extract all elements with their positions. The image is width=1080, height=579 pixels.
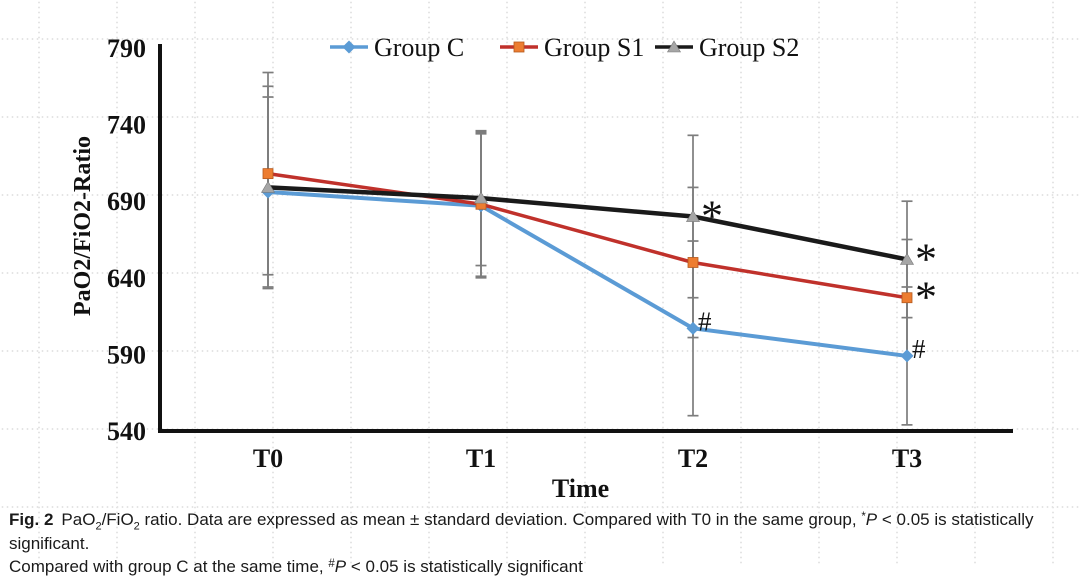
legend-label: Group S2 — [699, 33, 799, 62]
significance-star-symbol: * — [861, 511, 866, 523]
p-value-symbol: P — [865, 510, 878, 529]
y-tick-label: 640 — [107, 264, 146, 293]
y-tick-label: 690 — [107, 187, 146, 216]
significance-hash-symbol: # — [328, 558, 335, 570]
data-point-marker — [900, 349, 914, 363]
y-tick-label: 540 — [107, 417, 146, 446]
caption-line-1: Fig. 2 PaO2/FiO2 ratio. Data are expresse… — [9, 508, 1075, 555]
caption-text: /FiO — [101, 510, 134, 529]
y-tick-label: 590 — [107, 340, 146, 369]
legend-label: Group S1 — [544, 33, 644, 62]
significance-annotation: # — [698, 306, 712, 336]
x-tick-label: T1 — [466, 444, 496, 473]
caption-line-2: Compared with group C at the same time, … — [9, 555, 1075, 579]
y-tick-label: 790 — [107, 34, 146, 63]
caption-subscript: 2 — [133, 520, 140, 533]
significance-annotation: * — [915, 273, 937, 322]
data-point-marker — [687, 257, 699, 268]
series-line-group-c — [267, 190, 908, 358]
series-line-group-s2 — [267, 185, 908, 262]
p-value-symbol: P — [334, 557, 347, 576]
y-axis-title: PaO2/FiO2-Ratio — [70, 136, 96, 316]
legend-label: Group C — [374, 33, 464, 62]
significance-annotation: # — [912, 334, 926, 364]
caption-text: < 0.05 is statistically significant — [346, 557, 583, 576]
x-axis-title: Time — [552, 474, 609, 503]
caption-text: Compared with group C at the same time, — [9, 557, 329, 576]
caption-subscript: 2 — [95, 520, 102, 533]
data-point-marker — [260, 180, 276, 193]
data-point-marker — [901, 292, 913, 304]
legend-marker — [513, 41, 525, 53]
x-tick-label: T2 — [678, 444, 708, 473]
y-tick-label: 740 — [107, 111, 146, 140]
chart: 540 590 640 690 740 790 T0 T1 T2 T3 Time PaO2/FiO2-… — [70, 33, 1013, 503]
caption-text: PaO — [61, 510, 96, 529]
data-point-marker — [473, 191, 489, 204]
data-point-marker — [899, 252, 915, 265]
caption-text: ratio. Data are expressed as mean ± stan… — [139, 510, 862, 529]
caption-text: < 0.05 is statistically significant. — [9, 510, 1034, 553]
x-tick-label: T3 — [892, 444, 922, 473]
legend-marker — [342, 40, 356, 54]
series-line-group-s1 — [267, 171, 908, 300]
legend-marker — [666, 40, 682, 53]
significance-annotation: * — [915, 234, 937, 283]
x-tick-label: T0 — [253, 444, 283, 473]
significance-annotation: * — [701, 192, 723, 241]
data-point-marker — [262, 168, 274, 180]
data-point-marker — [686, 321, 700, 335]
figure-caption: Fig. 2 PaO2/FiO2 ratio. Data are expresse… — [9, 508, 1075, 579]
data-point-marker — [685, 209, 701, 222]
figure-number: Fig. 2 — [9, 510, 54, 529]
